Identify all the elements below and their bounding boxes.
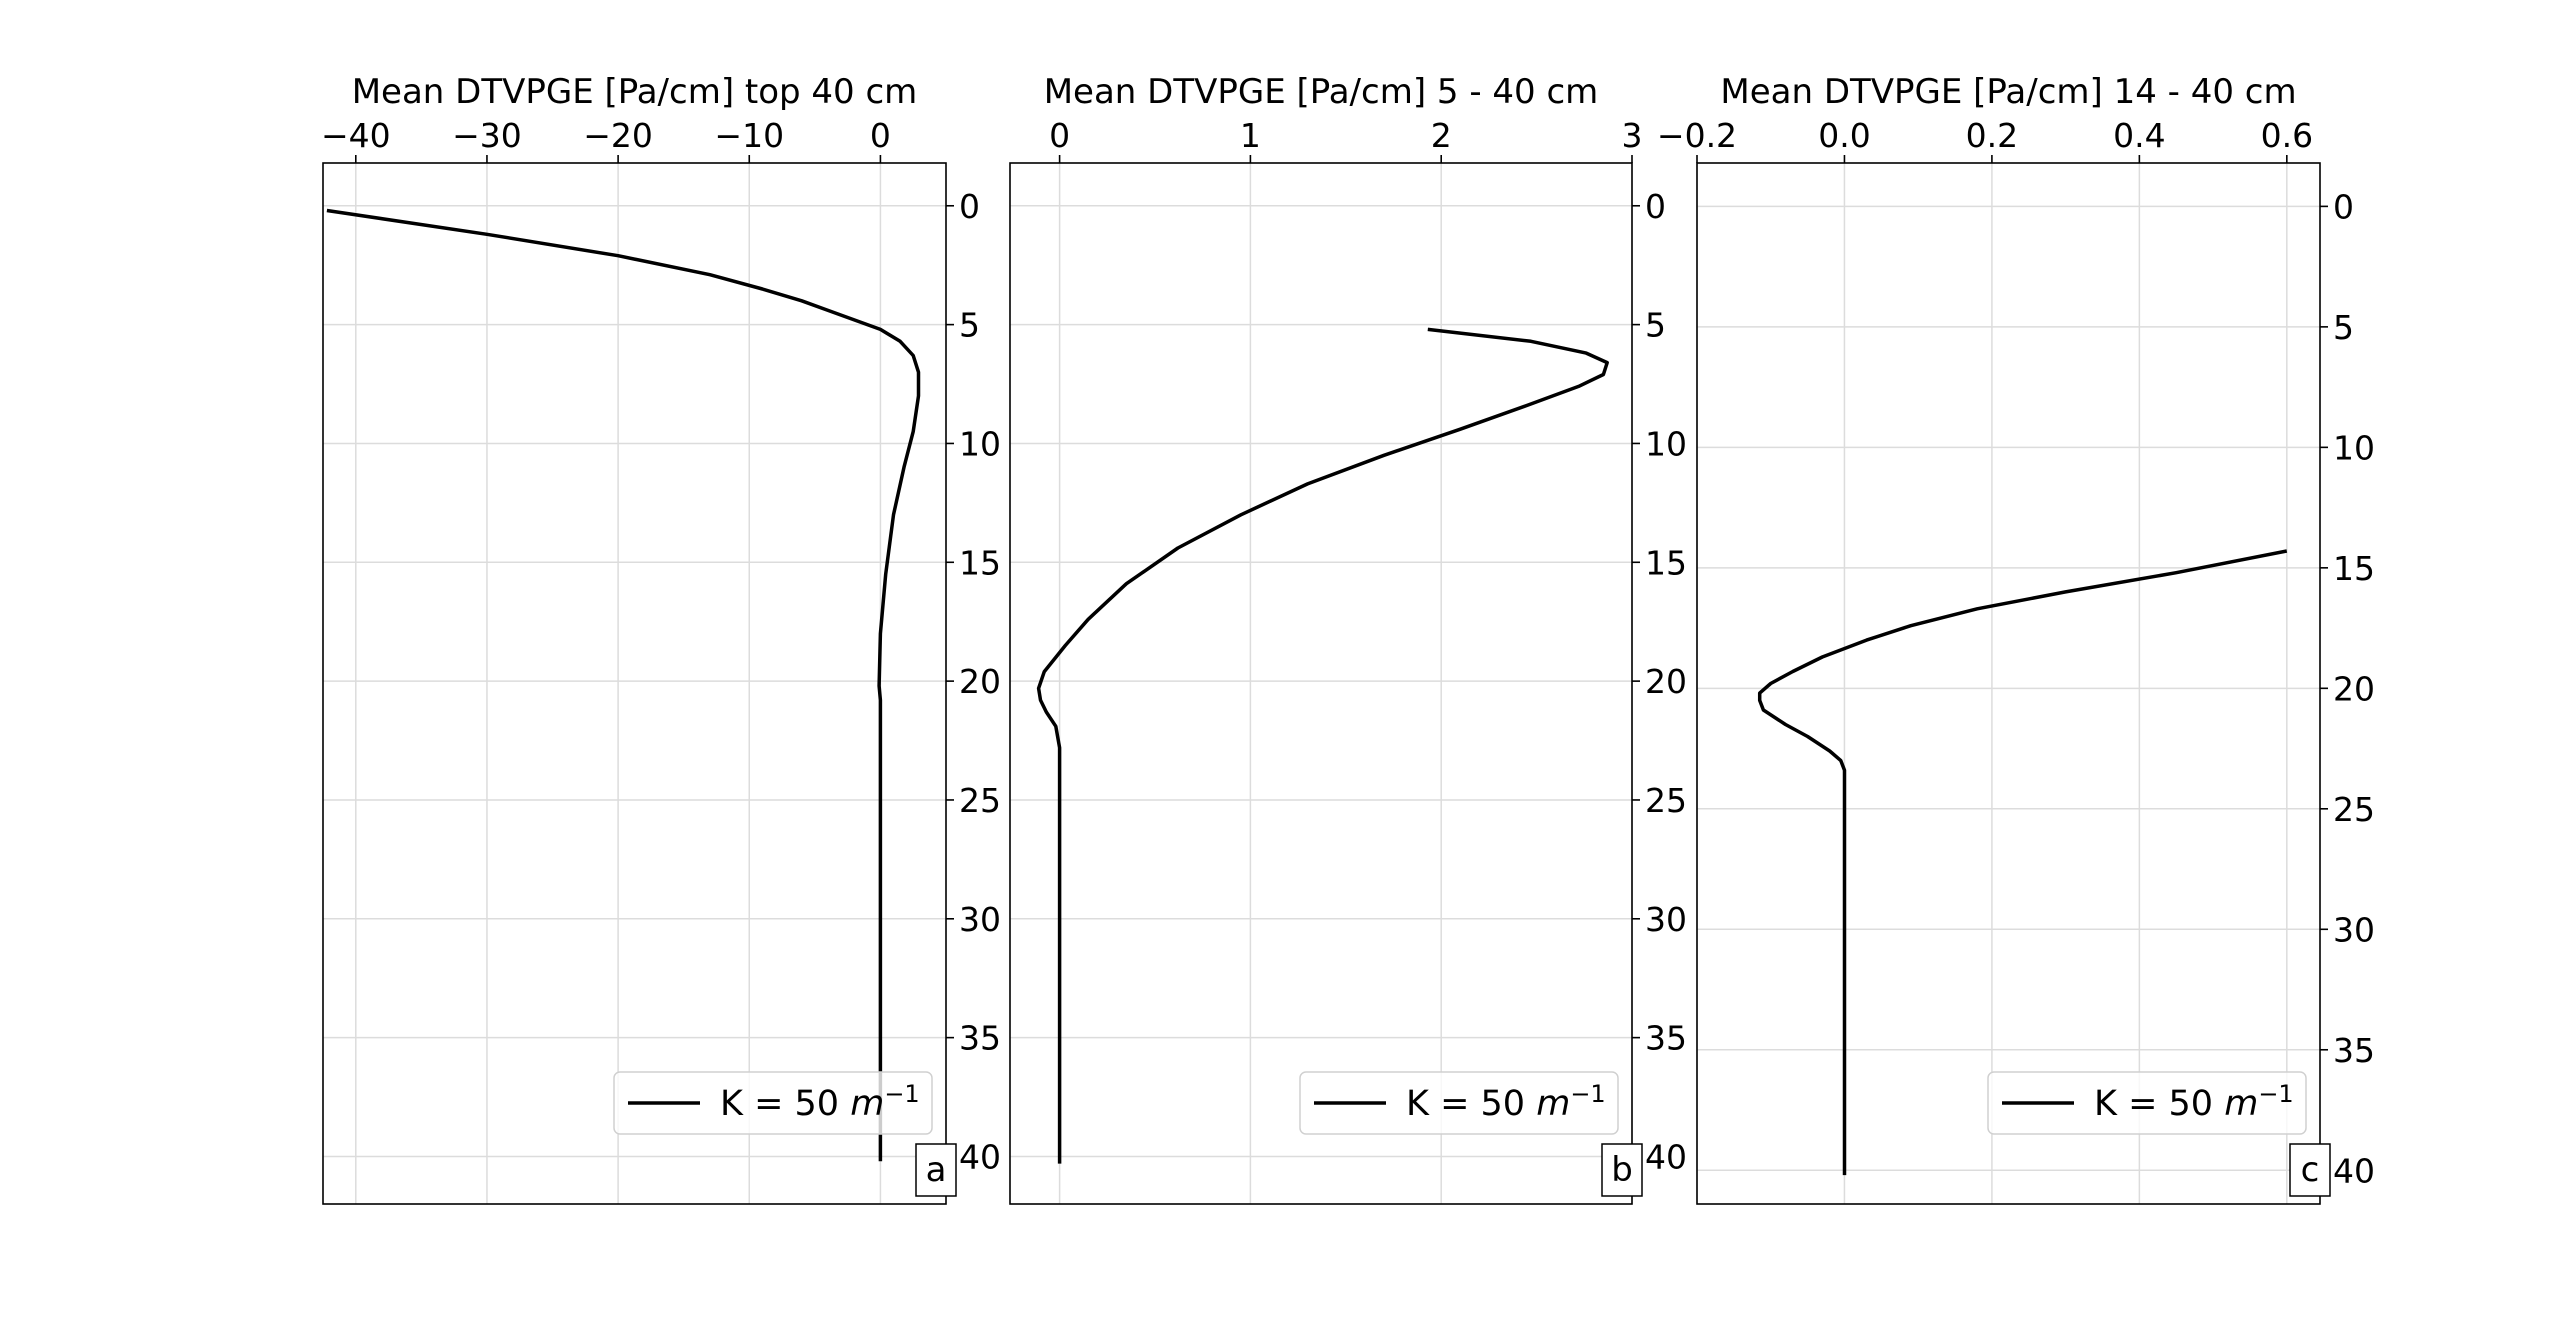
- panel-a-x-tick-label: 0: [870, 116, 891, 155]
- panel-a-x-tick-label: −30: [452, 116, 522, 155]
- panel-a-y-tick-label: 30: [959, 900, 1001, 939]
- panel-c-y-tick-label: 0: [2333, 187, 2354, 226]
- panel-b-y-tick-label: 0: [1645, 187, 1666, 226]
- panel-c-y-tick-label: 30: [2333, 910, 2375, 949]
- panel-b-legend-box: [1299, 1071, 1619, 1135]
- panel-c-letter-frame: [2289, 1143, 2331, 1197]
- panel-c-y-tick-label: 5: [2333, 308, 2354, 347]
- panel-a-legend-label-prefix: K = 50: [720, 1084, 850, 1124]
- panel-b-y-tick-label: 20: [1645, 662, 1687, 701]
- panel-b-legend-label-prefix: K = 50: [1406, 1084, 1536, 1124]
- panel-c-legend-box: [1987, 1071, 2307, 1135]
- panel-b-x-tick-label: 0: [1049, 116, 1070, 155]
- panel-c-series-line: [1757, 549, 2288, 1176]
- panel-c-x-tick-label: −0.2: [1657, 116, 1737, 155]
- panel-b-y-tick-label: 35: [1645, 1019, 1687, 1058]
- panel-c: −0.2 0.0 0.2 0.4 0.6 0 5 10 15 20 25 30 35 40 Mean D…: [1657, 72, 2375, 1205]
- panel-c-frame: [1696, 162, 2321, 1205]
- panel-a-legend-label-unit: m: [850, 1084, 884, 1124]
- panel-b-y-tick-label: 30: [1645, 900, 1687, 939]
- panel-a-series-line: [326, 208, 921, 1162]
- panel-c-y-tick-label: 40: [2333, 1151, 2375, 1190]
- panel-c-legend-label-unit: m: [2224, 1084, 2258, 1124]
- panel-a-y-tick-label: 5: [959, 306, 980, 345]
- panel-c-letter: c: [2301, 1150, 2320, 1190]
- panel-b-y-tick-label: 40: [1645, 1137, 1687, 1176]
- panel-a-letter-box: a: [915, 1143, 957, 1197]
- panel-a-letter-frame: [915, 1143, 957, 1197]
- panel-c-data: [1757, 549, 2288, 1176]
- panel-a-y-tick-label: 10: [959, 424, 1001, 463]
- panel-c-y-tick-label: 20: [2333, 669, 2375, 708]
- panel-c-letter-box: c: [2289, 1143, 2331, 1197]
- panel-b-frame: [1009, 162, 1633, 1205]
- panel-a-x-tick-label: −40: [321, 116, 391, 155]
- panel-c-legend-label-prefix: K = 50: [2094, 1084, 2224, 1124]
- panel-a-x-ticks: −40 −30 −20 −10 0: [321, 116, 891, 163]
- panel-b-letter: b: [1611, 1150, 1633, 1190]
- panel-a-x-axis-title: Mean DTVPGE [Pa/cm] top 40 cm: [352, 72, 918, 112]
- panel-b: 0 1 2 3 0 5 10 15 20 25 30 35 40 Mean DTVPGE [Pa/cm…: [1009, 72, 1687, 1205]
- panel-b-legend-label-unit: m: [1536, 1084, 1570, 1124]
- panel-b-legend: K = 50 m−1: [1299, 1071, 1619, 1135]
- panel-a-y-tick-label: 15: [959, 543, 1001, 582]
- panel-a-x-tick-label: −10: [714, 116, 784, 155]
- panel-a-legend: K = 50 m−1: [613, 1071, 933, 1135]
- panel-c-legend-label: K = 50 m−1: [2094, 1080, 2294, 1124]
- panel-b-x-tick-label: 1: [1240, 116, 1261, 155]
- panel-b-y-tick-label: 25: [1645, 781, 1687, 820]
- panel-c-x-axis-title: Mean DTVPGE [Pa/cm] 14 - 40 cm: [1720, 72, 2296, 112]
- panel-c-x-tick-label: 0.4: [2113, 116, 2165, 155]
- panel-b-x-axis-title: Mean DTVPGE [Pa/cm] 5 - 40 cm: [1044, 72, 1599, 112]
- panel-a-legend-label-exponent: −1: [884, 1080, 919, 1108]
- panel-b-y-tick-label: 5: [1645, 306, 1666, 345]
- panel-a-data: [326, 208, 921, 1162]
- panel-c-x-tick-label: 0.6: [2261, 116, 2313, 155]
- panel-a-y-ticks: 0 5 10 15 20 25 30 35 40: [946, 187, 1001, 1176]
- panel-a-y-tick-label: 0: [959, 187, 980, 226]
- panel-c-x-tick-label: 0.2: [1966, 116, 2018, 155]
- panel-b-data: [1036, 327, 1609, 1164]
- panel-c-legend: K = 50 m−1: [1987, 1071, 2307, 1135]
- panel-a-frame: [322, 162, 947, 1205]
- panel-b-legend-label-exponent: −1: [1570, 1080, 1605, 1108]
- panel-b-series-line: [1036, 327, 1609, 1164]
- panel-b-y-ticks: 0 5 10 15 20 25 30 35 40: [1632, 187, 1687, 1176]
- panel-b-y-tick-label: 10: [1645, 424, 1687, 463]
- panel-c-x-tick-label: 0.0: [1818, 116, 1870, 155]
- panel-b-letter-box: b: [1601, 1143, 1643, 1197]
- panel-c-y-tick-label: 15: [2333, 549, 2375, 588]
- panel-a-letter: a: [926, 1150, 947, 1190]
- panel-b-x-ticks: 0 1 2 3: [1049, 116, 1643, 163]
- panel-c-grid: [1696, 163, 2320, 1204]
- panel-a-x-tick-label: −20: [583, 116, 653, 155]
- panel-b-y-tick-label: 15: [1645, 543, 1687, 582]
- panel-a-y-tick-label: 20: [959, 662, 1001, 701]
- panel-a-legend-label: K = 50 m−1: [720, 1080, 920, 1124]
- panel-c-legend-label-exponent: −1: [2258, 1080, 2293, 1108]
- panel-a: −40 −30 −20 −10 0 0 5 10 15 20 25 30 35 40 Mean DTVP…: [321, 72, 1001, 1205]
- panel-b-x-tick-label: 3: [1622, 116, 1643, 155]
- panel-b-x-tick-label: 2: [1431, 116, 1452, 155]
- panel-a-y-tick-label: 35: [959, 1019, 1001, 1058]
- panel-c-y-tick-label: 25: [2333, 790, 2375, 829]
- panel-c-y-tick-label: 10: [2333, 428, 2375, 467]
- panel-a-y-tick-label: 40: [959, 1137, 1001, 1176]
- panel-c-y-ticks: 0 5 10 15 20 25 30 35 40: [2320, 187, 2375, 1190]
- panel-b-letter-frame: [1601, 1143, 1643, 1197]
- panel-c-y-tick-label: 35: [2333, 1031, 2375, 1070]
- panel-a-y-tick-label: 25: [959, 781, 1001, 820]
- panel-c-x-ticks: −0.2 0.0 0.2 0.4 0.6: [1657, 116, 2313, 163]
- panel-a-legend-box: [613, 1071, 933, 1135]
- panel-b-legend-label: K = 50 m−1: [1406, 1080, 1606, 1124]
